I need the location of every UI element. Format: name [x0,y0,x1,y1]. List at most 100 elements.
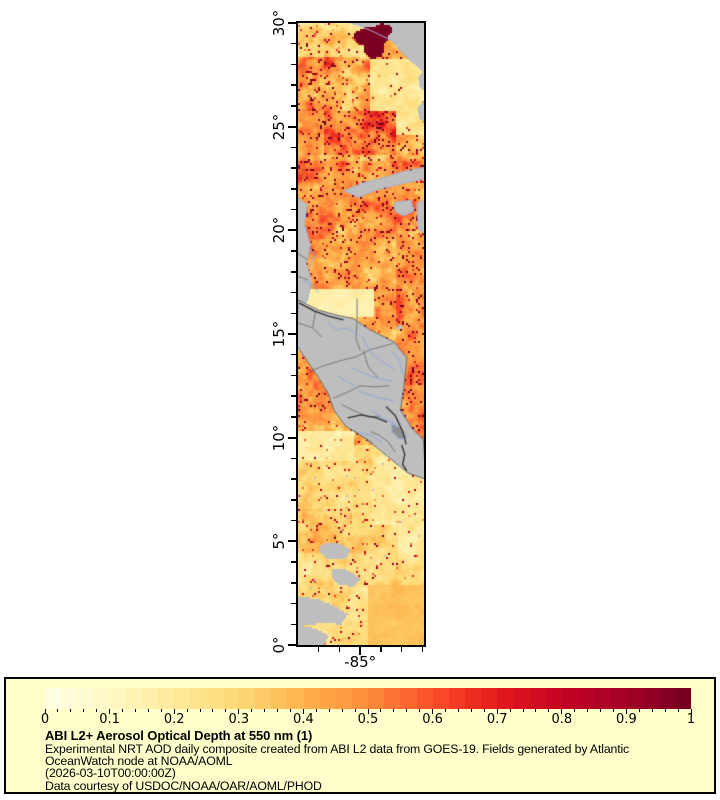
colorbar-minor-tick [612,709,614,712]
colorbar-major-tick [109,709,111,714]
lat-minor-tick [291,208,296,211]
lat-minor-tick [291,478,296,480]
legend-line-node: OceanWatch node at NOAA/AOML [45,754,233,769]
colorbar-block [190,688,207,709]
lat-minor-tick [291,395,296,397]
lat-minor-tick [291,105,296,107]
lat-tick-label: 0° [270,636,288,654]
colorbar-minor-tick [600,709,602,712]
colorbar-major-tick [690,709,692,714]
colorbar-minor-tick [483,709,485,712]
lat-major-tick [288,125,296,128]
legend-line-credit: Data courtesy of USDOC/NOAA/OAR/AOML/PHO… [45,778,322,793]
lat-minor-tick [291,623,296,626]
colorbar-minor-tick [160,709,162,712]
lat-minor-tick [291,146,296,149]
lat-minor-tick [291,416,296,418]
colorbar-major-tick [302,709,304,714]
lat-major-tick [288,644,296,646]
lat-major-tick [288,229,296,232]
colorbar-block [255,688,272,709]
lon-minor-tick [338,647,341,652]
lat-tick-label: 20° [270,217,288,244]
colorbar-block [481,688,498,709]
legend-line-subtitle: Experimental NRT AOD daily composite cre… [45,742,630,756]
colorbar-block [351,688,369,709]
map-frame [296,21,426,647]
lat-tick-label: 10° [270,424,288,451]
lat-tick-label: 30° [270,9,288,37]
lat-tick-label: 25° [270,113,288,140]
colorbar-minor-tick [651,709,653,712]
colorbar-minor-tick [83,709,85,712]
colorbar-minor-tick [522,709,524,712]
colorbar-block [497,688,514,709]
colorbar-minor-tick [186,709,188,712]
colorbar-block [384,688,401,709]
lat-minor-tick [291,188,296,190]
lon-minor-tick [380,647,382,652]
colorbar-tick-label: 0.7 [486,712,508,727]
colorbar-block [513,688,530,709]
colorbar-minor-tick [574,709,576,712]
colorbar-minor-tick [277,709,279,712]
colorbar-block [610,688,627,709]
colorbar-minor-tick [328,709,330,712]
colorbar-block [206,688,223,709]
colorbar-minor-tick [147,709,149,712]
lat-major-tick [288,540,296,543]
colorbar-minor-tick [638,709,640,712]
colorbar-tick-label: 1 [686,712,696,727]
colorbar-tick-label: 0.5 [357,712,379,727]
colorbar-block [448,688,466,709]
colorbar-major-tick [44,709,46,714]
colorbar-block [529,688,546,709]
legend-description: Experimental NRT AOD daily composite cre… [45,743,629,792]
lat-tick-label: 5° [270,532,288,550]
colorbar-minor-tick [251,709,253,712]
colorbar-minor-tick [341,709,343,712]
lat-minor-tick [291,561,296,563]
colorbar-minor-tick [96,709,98,712]
colorbar-tick-label: 0 [40,712,50,727]
colorbar-minor-tick [354,709,356,712]
lat-minor-tick [291,602,296,605]
colorbar-minor-tick [70,709,72,712]
colorbar-minor-tick [535,709,537,712]
colorbar-block [222,688,239,709]
colorbar-block [141,688,159,709]
colorbar-block [675,688,692,709]
colorbar-block [158,688,175,709]
legend-box: 0 0.1 0.2 0.3 0.4 0.5 0.6 0.7 0.8 0.9 1 ABI L2+ Ae… [4,677,716,794]
lat-tick-label: 15° [270,320,288,348]
colorbar-major-tick [496,709,498,714]
colorbar-block [432,688,449,709]
colorbar-block [400,688,417,709]
colorbar-tick-label: 0.9 [616,712,637,727]
colorbar-tick-label: 0.2 [163,712,185,727]
colorbar-block [174,688,191,709]
colorbar-minor-tick [122,709,124,712]
colorbar-minor-tick [315,709,317,712]
lat-minor-tick [291,167,296,169]
colorbar-block [238,688,256,709]
lat-minor-tick [291,312,296,315]
colorbar-minor-tick [380,709,382,712]
colorbar-minor-tick [445,709,447,712]
colorbar-minor-tick [393,709,395,712]
colorbar-tick-label: 0.8 [551,712,573,727]
colorbar-block [45,688,62,709]
colorbar-minor-tick [587,709,589,712]
colorbar-block [562,688,579,709]
colorbar-minor-tick [289,709,291,712]
lat-major-tick [288,22,296,24]
colorbar-block [416,688,433,709]
lat-minor-tick [291,519,296,522]
lat-minor-tick [291,374,296,377]
colorbar-major-tick [173,709,175,714]
colorbar-block [335,688,352,709]
colorbar-major-tick [625,709,627,714]
lat-major-tick [288,436,296,439]
colorbar-block [109,688,126,709]
lat-minor-tick [291,582,296,584]
